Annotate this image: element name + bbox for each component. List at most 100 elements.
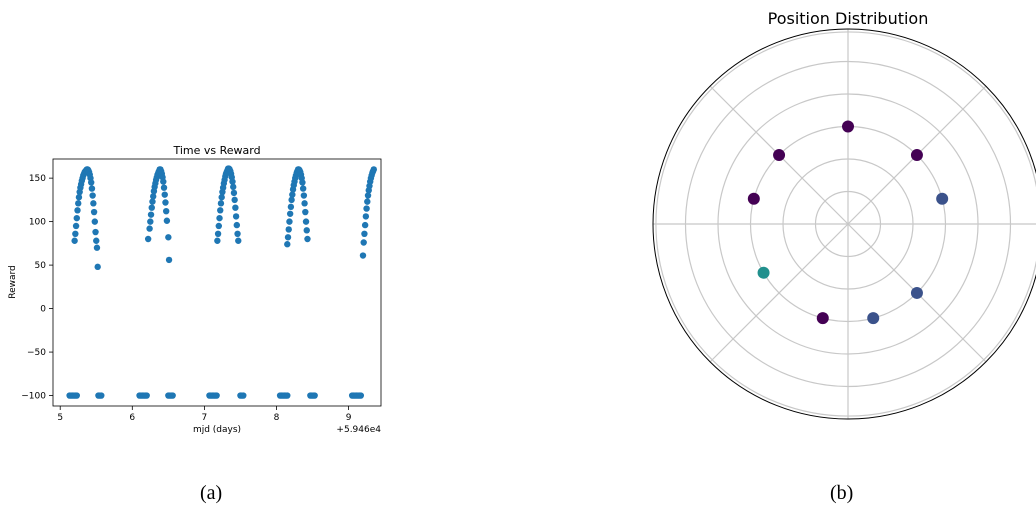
figure-canvas: Time vs Reward 5 6 7 8 9 −100 −50 0 50 100 150 mj… — [8, 9, 1036, 435]
chart-a-plot-frame — [52, 158, 382, 407]
polar-point — [842, 120, 854, 133]
scatter-point — [230, 189, 238, 197]
scatter-point — [149, 198, 156, 205]
scatter-point — [144, 235, 152, 243]
scatter-point — [284, 241, 291, 248]
scatter-point — [90, 200, 97, 207]
scatter-point — [90, 208, 98, 216]
scatter-point — [161, 191, 168, 198]
scatter-point — [73, 214, 80, 222]
y-tick-label: 50 — [35, 261, 47, 271]
scatter-point — [359, 252, 367, 259]
scatter-point — [72, 222, 80, 230]
polar-point — [867, 312, 880, 325]
scatter-point — [229, 178, 236, 185]
polar-point — [910, 149, 923, 162]
scatter-point — [232, 204, 239, 211]
scatter-point — [286, 218, 293, 225]
scatter-point — [146, 225, 153, 232]
scatter-point — [302, 218, 310, 225]
scatter-point — [240, 392, 247, 399]
scatter-point — [165, 256, 173, 264]
scatter-point — [150, 193, 157, 200]
scatter-point — [88, 179, 95, 186]
scatter-point — [299, 185, 307, 192]
scatter-point — [360, 239, 367, 246]
scatter-point — [231, 196, 238, 204]
scatter-point — [230, 183, 237, 191]
scatter-point — [169, 392, 176, 399]
scatter-point — [73, 392, 80, 399]
scatter-point — [311, 392, 318, 399]
polar-point — [910, 286, 923, 299]
chart-a-x-offset-label: +5.946e4 — [336, 425, 381, 435]
scatter-point — [72, 230, 79, 237]
scatter-point — [302, 208, 309, 216]
scatter-point — [361, 221, 369, 229]
polar-point — [773, 149, 786, 162]
scatter-point — [160, 178, 167, 185]
scatter-point — [364, 198, 371, 205]
chart-b-outer-circle — [652, 28, 1036, 420]
chart-a-x-ticks: 5 6 7 8 9 — [57, 406, 352, 423]
scatter-point — [94, 263, 101, 271]
scatter-point — [370, 166, 377, 173]
scatter-point — [287, 203, 295, 211]
x-tick-label: 9 — [346, 413, 352, 423]
scatter-point — [93, 244, 101, 251]
scatter-point — [233, 221, 241, 229]
scatter-point — [214, 237, 221, 244]
scatter-point — [91, 218, 99, 225]
polar-point — [757, 266, 770, 279]
y-tick-label: −50 — [27, 348, 46, 358]
chart-a-title: Time vs Reward — [172, 144, 260, 157]
scatter-point — [362, 213, 370, 220]
scatter-point — [217, 207, 224, 214]
scatter-point — [301, 200, 308, 207]
scatter-point — [214, 230, 222, 237]
scatter-point — [143, 392, 150, 399]
scatter-point — [147, 218, 154, 225]
scatter-point — [88, 185, 96, 192]
scatter-point — [74, 207, 81, 214]
polar-point — [747, 192, 760, 205]
subfigure-a-caption: (a) — [200, 482, 223, 504]
scatter-point — [303, 227, 310, 234]
scatter-point — [284, 392, 291, 399]
chart-b-grid — [653, 29, 1036, 419]
scatter-point — [162, 207, 170, 215]
polar-point — [936, 192, 949, 205]
scatter-point — [165, 234, 172, 241]
scatter-point — [289, 191, 296, 198]
chart-b-title: Position Distribution — [768, 9, 929, 28]
angular-grid-line — [709, 223, 849, 363]
scatter-point — [148, 204, 155, 211]
scatter-point — [357, 392, 365, 399]
scatter-point — [75, 194, 83, 201]
x-tick-label: 5 — [57, 413, 63, 423]
scatter-point — [232, 213, 240, 220]
scatter-point — [284, 234, 292, 241]
scatter-point — [304, 235, 311, 243]
scatter-point — [217, 200, 225, 207]
scatter-point — [286, 210, 294, 217]
x-tick-label: 8 — [274, 413, 280, 423]
chart-a-x-axis-label: mjd (days) — [193, 425, 241, 435]
scatter-point — [162, 199, 169, 206]
subfigure-b-caption: (b) — [830, 482, 854, 504]
scatter-point — [364, 192, 372, 199]
scatter-point — [98, 392, 105, 399]
x-tick-label: 6 — [129, 413, 135, 423]
scatter-point — [235, 237, 242, 244]
scatter-point — [71, 237, 78, 244]
scatter-point — [300, 192, 308, 199]
scatter-point — [163, 217, 171, 224]
scatter-point — [363, 205, 370, 212]
scatter-point — [285, 226, 292, 233]
chart-a-y-axis-label: Reward — [8, 265, 18, 299]
scatter-point — [213, 392, 220, 399]
chart-a-y-ticks: −100 −50 0 50 100 150 — [21, 174, 53, 402]
scatter-point — [160, 184, 168, 191]
scatter-point — [215, 222, 222, 230]
scatter-point — [89, 192, 96, 199]
